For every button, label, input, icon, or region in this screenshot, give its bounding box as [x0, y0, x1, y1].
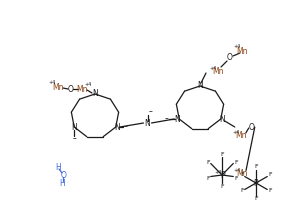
Text: –: – — [124, 123, 128, 131]
Text: F: F — [206, 176, 210, 180]
Text: Mn: Mn — [236, 169, 248, 178]
Text: H: H — [55, 163, 61, 172]
Text: O: O — [227, 53, 233, 63]
Text: Mn: Mn — [236, 46, 248, 56]
Text: F: F — [254, 197, 258, 201]
Text: F: F — [240, 173, 244, 177]
Text: Mn: Mn — [212, 67, 224, 75]
Text: O: O — [68, 85, 74, 93]
Text: Mn: Mn — [235, 131, 247, 139]
Text: Mn: Mn — [52, 82, 64, 92]
Text: P: P — [221, 170, 225, 180]
Text: +4: +4 — [209, 66, 217, 71]
Text: F: F — [206, 159, 210, 165]
Text: F: F — [268, 173, 272, 177]
Text: F: F — [220, 152, 224, 156]
Text: N: N — [71, 124, 77, 132]
Text: P: P — [254, 179, 258, 187]
Text: –: – — [148, 107, 152, 117]
Text: N: N — [92, 89, 98, 99]
Text: N: N — [174, 114, 180, 124]
Text: F: F — [220, 184, 224, 188]
Text: –: – — [164, 114, 168, 124]
Text: O: O — [249, 123, 255, 131]
Text: +4: +4 — [84, 82, 92, 88]
Text: +4: +4 — [232, 130, 239, 134]
Text: N: N — [145, 119, 150, 127]
Text: F: F — [268, 188, 272, 194]
Text: H: H — [59, 179, 65, 187]
Text: N: N — [219, 114, 225, 124]
Text: +4: +4 — [233, 45, 241, 49]
Text: F: F — [240, 188, 244, 194]
Text: –: – — [72, 134, 76, 144]
Text: +4: +4 — [215, 170, 221, 174]
Text: N: N — [197, 81, 203, 89]
Text: N: N — [115, 123, 120, 131]
Text: Mn: Mn — [76, 85, 88, 93]
Text: F: F — [234, 159, 238, 165]
Text: O: O — [61, 170, 67, 180]
Text: F: F — [234, 176, 238, 180]
Text: +4: +4 — [233, 168, 241, 173]
Text: F: F — [254, 165, 258, 170]
Text: +4: +4 — [48, 81, 56, 85]
